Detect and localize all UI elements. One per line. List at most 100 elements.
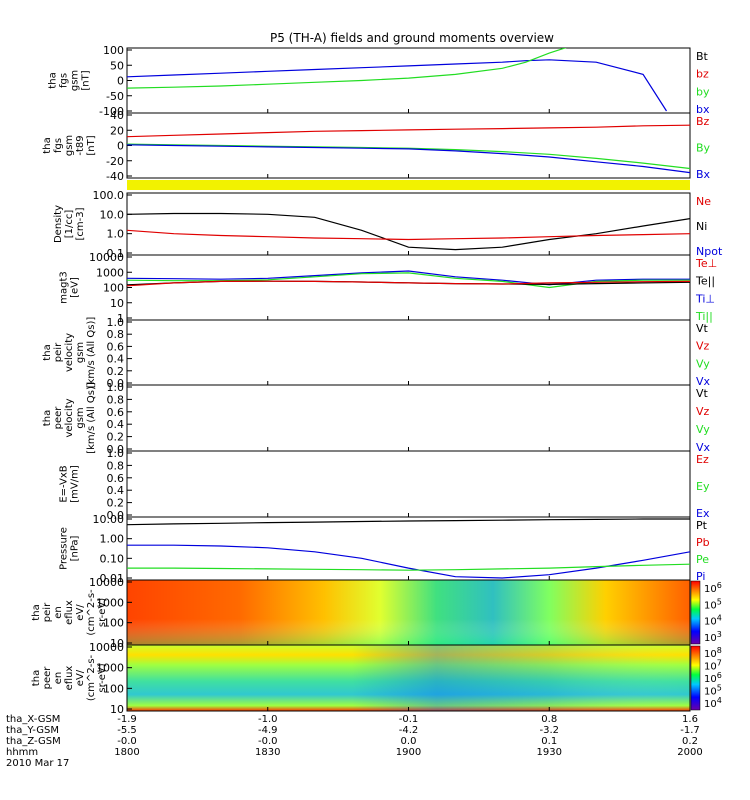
y-tick-label: 1.0 [107, 316, 125, 329]
y-label-line: [nT] [81, 70, 92, 90]
series-group [127, 270, 690, 289]
y-label-line: tha [48, 72, 59, 88]
y-label-line: sr-eV) [97, 598, 108, 627]
y-label-line: tha [42, 410, 53, 426]
colorbar-exp: 6 [717, 581, 722, 590]
y-tick-label: 10000 [89, 576, 124, 589]
y-tick-label: 0.2 [107, 365, 125, 378]
panel-2: 40 20 0 -20 -40 tha fgs gsm -t89 [nT] Bz By Bx [42, 109, 711, 190]
y-label-line: -t89 [75, 135, 86, 155]
legend-Vx: Vx [696, 441, 711, 454]
y-label-line: fgs [59, 73, 70, 88]
colorbar-label: 106 [704, 581, 722, 595]
y-tick-label: 0.4 [107, 484, 125, 497]
y-tick-label: 100 [103, 282, 124, 295]
y-tick-label: 50 [110, 59, 124, 72]
y-label-line: Density [53, 205, 64, 243]
y-tick-label: 10 [110, 637, 124, 650]
y-label-line: [nT] [86, 135, 97, 155]
legend-Ey: Ey [696, 480, 710, 493]
flag-bar [127, 180, 690, 190]
y-tick-label: 1000 [96, 662, 124, 675]
y-tick-label: 10000 [89, 251, 124, 264]
y-label-line: [cm-3] [75, 207, 86, 240]
colorbar-exp: 3 [717, 630, 722, 639]
y-tick-label: -40 [106, 170, 124, 183]
y-tick-label: 0.8 [107, 328, 125, 341]
y-label: tha fgs gsm -t89 [nT] [42, 135, 97, 156]
legend-Te||: Te|| [695, 275, 715, 288]
legend-By: By [696, 142, 711, 155]
y-tick-label: 0.10 [100, 552, 125, 565]
axis-value: 1930 [537, 747, 562, 758]
y-label-line: (cm^2-s- [86, 654, 97, 701]
y-label-line: tha [42, 137, 53, 153]
colorbar-exp: 5 [717, 684, 722, 693]
y-label-line: [km/s (All Qs)] [86, 382, 97, 454]
panel-frame [126, 47, 691, 114]
y-tick-label: 10 [110, 703, 124, 716]
y-label-line: magt3 [59, 271, 70, 304]
legend-Vy: Vy [696, 357, 710, 370]
y-tick-label: 100 [103, 44, 124, 57]
y-label-line: eflux [64, 666, 75, 691]
y-label: Density [1/cc] [cm-3] [53, 205, 86, 243]
panel-frame [126, 192, 691, 256]
axis-value: 0.1 [541, 736, 557, 747]
legend-Vt: Vt [696, 387, 709, 400]
y-tick-label: 0.8 [107, 393, 125, 406]
series-Te⊥ [127, 280, 690, 287]
panel-5: 1.00.80.60.40.20.0 tha peir velocity gsm [km/… [42, 316, 711, 390]
legend-Vz: Vz [696, 405, 710, 418]
y-label-line: [eV] [70, 277, 81, 298]
panel-8: 10.00 1.00 0.10 0.01 Pressure [nPa] Pt Pb Pe Pi [59, 513, 710, 585]
series-Ne [127, 229, 690, 241]
y-tick-label: 100 [103, 682, 124, 695]
colorbar-label: 104 [704, 696, 722, 710]
y-label: magt3 [eV] [59, 271, 81, 304]
colorbar-label: 105 [704, 597, 722, 611]
series-by [127, 48, 567, 89]
y-tick-label: 1000 [96, 596, 124, 609]
y-tick-label: 1.0 [107, 381, 125, 394]
colorbar-label: 104 [704, 614, 722, 628]
y-label: Pressure [nPa] [59, 527, 81, 570]
y-label-line: [nPa] [70, 535, 81, 561]
axis-value: 0.8 [541, 714, 557, 725]
y-tick-label: 0.8 [107, 459, 125, 472]
series-Bz [127, 124, 690, 138]
series-group [127, 124, 690, 174]
y-label-line: peer [42, 666, 53, 690]
y-tick-label: 0.0 [107, 443, 125, 456]
series-Bx [127, 144, 690, 174]
series-Pt [127, 518, 690, 526]
y-tick-label: -50 [106, 90, 124, 103]
axis-value: 0.0 [401, 736, 417, 747]
axis-value: -0.0 [117, 736, 137, 747]
y-tick-label: 1000 [96, 266, 124, 279]
panel-3: 100.0 10.0 1.0 0.1 Density [1/cc] [cm-3] Ne Ni Np… [53, 189, 723, 260]
y-tick-label: 0 [117, 75, 124, 88]
axis-row-label: tha_Y-GSM [6, 725, 59, 736]
y-tick-label: 10000 [89, 641, 124, 654]
legend-Pe: Pe [696, 553, 709, 566]
series-bx [127, 59, 668, 112]
colorbar [690, 645, 701, 711]
y-label-line: [mV/m] [70, 465, 81, 503]
axis-value: 1830 [255, 747, 280, 758]
axis-value: -0.0 [258, 736, 278, 747]
y-tick-label: 0.1 [107, 247, 125, 260]
y-label-line: gsm [75, 407, 86, 428]
panel-6: 1.00.80.60.40.20.0 tha peer velocity gsm [km/… [42, 381, 711, 456]
legend-Bz: Bz [696, 115, 710, 128]
y-label: tha peer en eflux eV/(cm^2-s-sr-eV) [31, 654, 108, 701]
y-tick-label: 1.0 [107, 447, 125, 460]
series-Ti|| [127, 272, 690, 289]
time-axis-labels: tha_X-GSM -1.9 -1.0 -0.1 0.8 1.6 tha_Y-GSM -5.5… [6, 714, 703, 769]
y-tick-label: 100.0 [93, 189, 125, 202]
legend-Vx: Vx [696, 375, 711, 388]
y-label-line: en [53, 672, 64, 685]
y-label-line: eV/ [75, 604, 86, 621]
